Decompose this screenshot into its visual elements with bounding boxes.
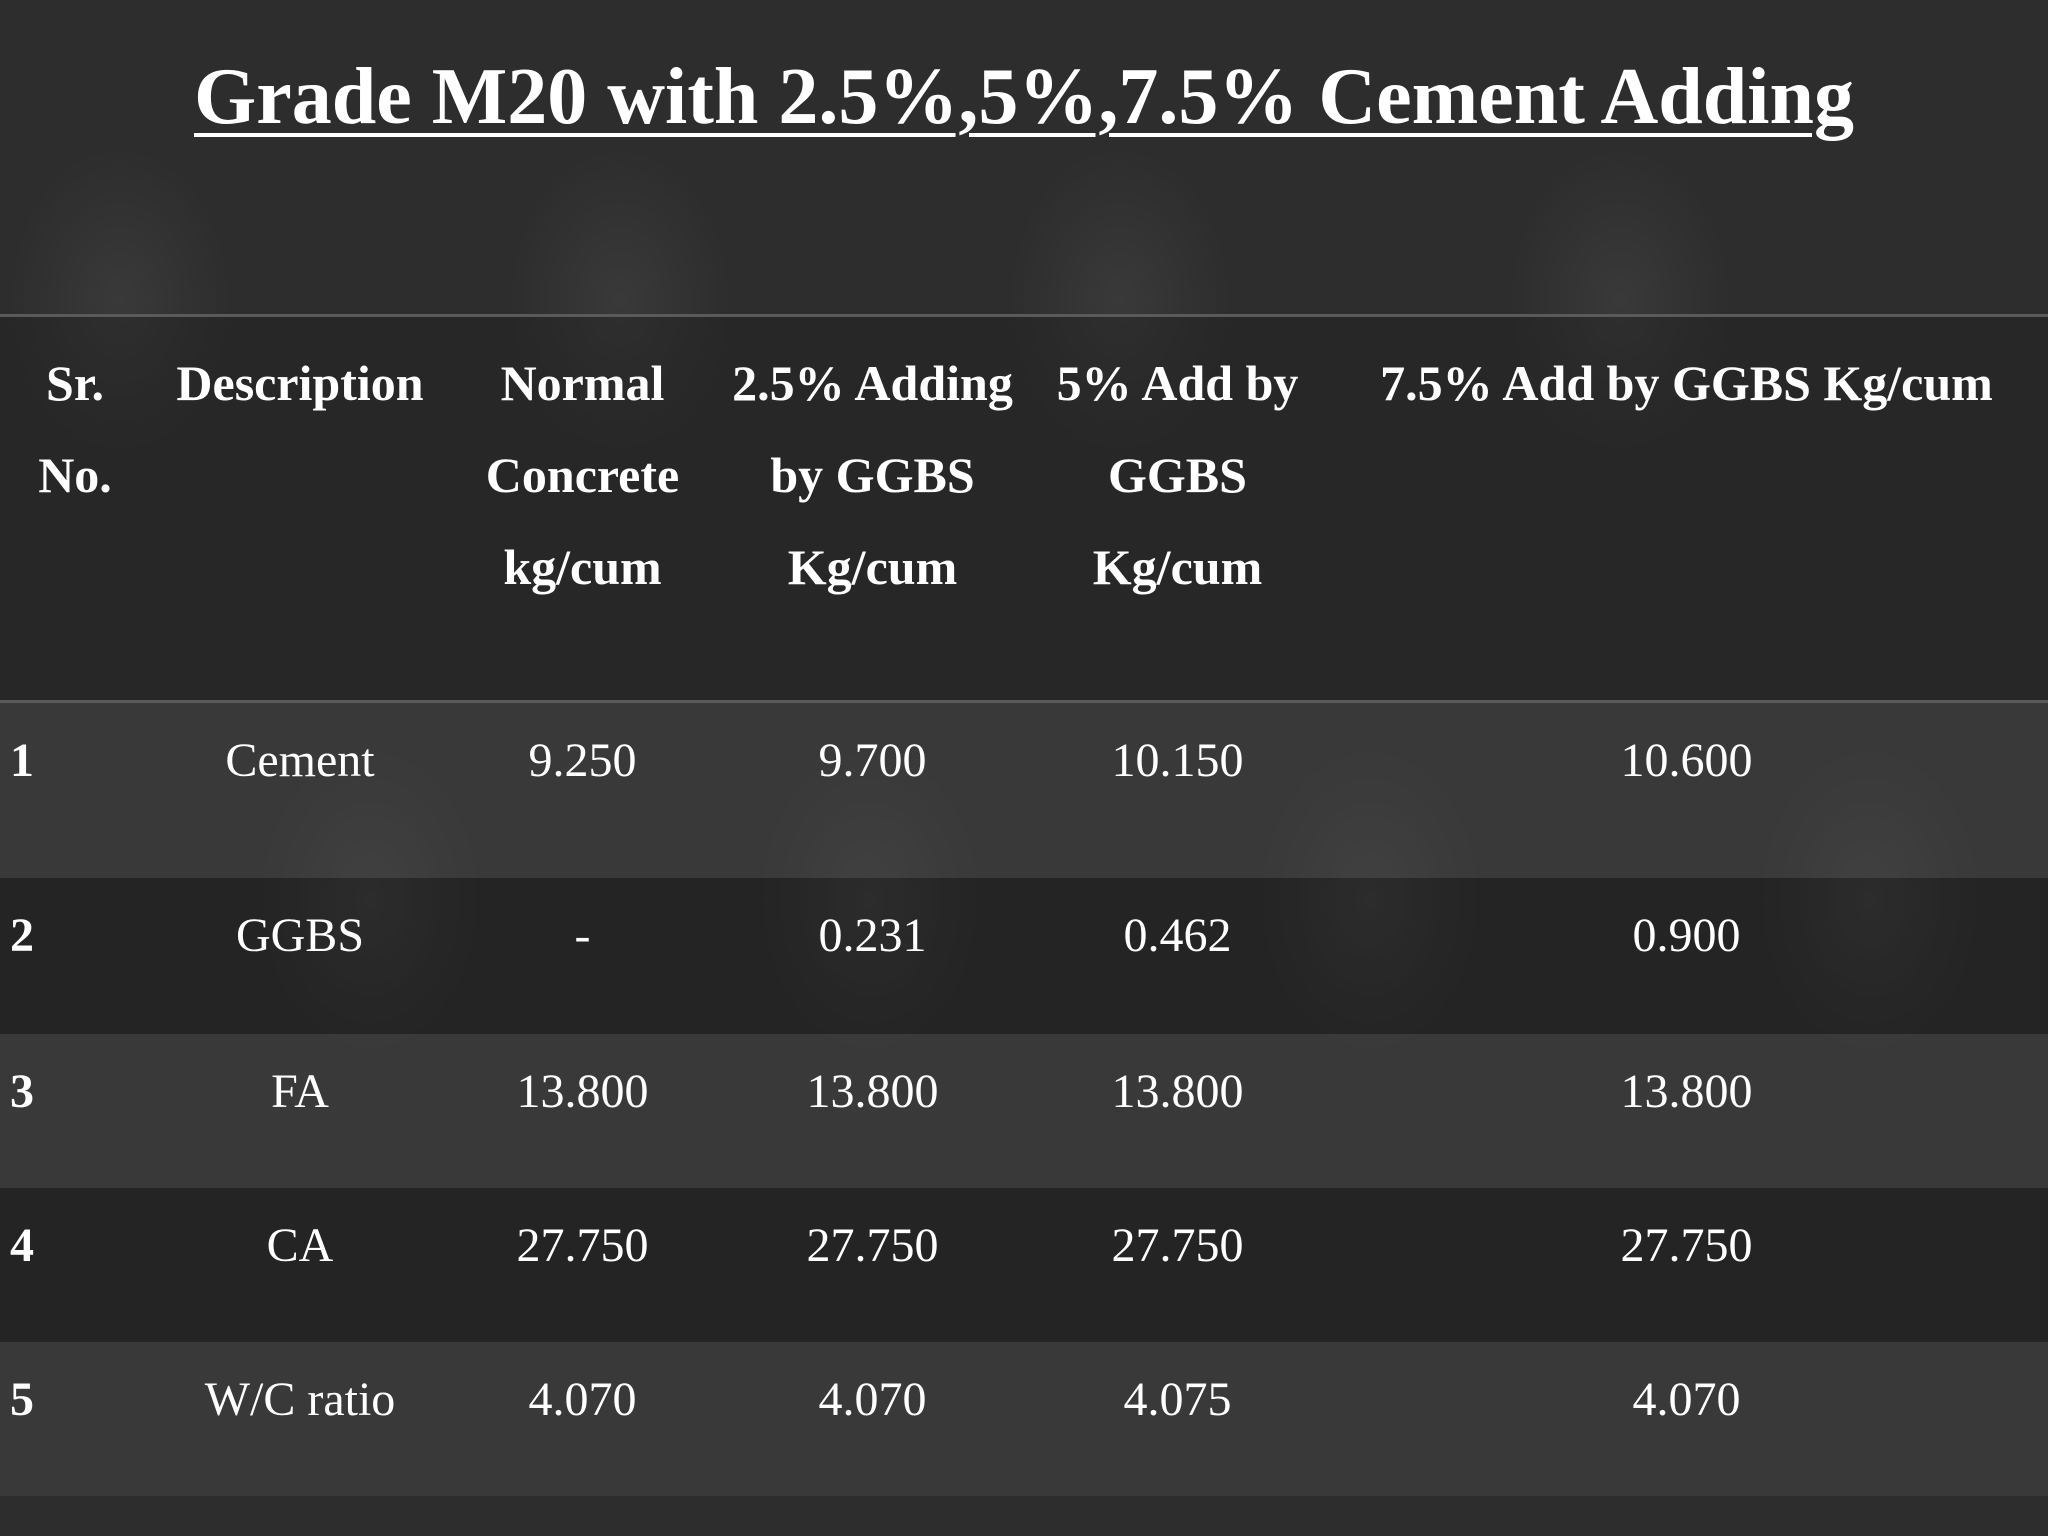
column-header: 7.5% Add by GGBS Kg/cum <box>1325 315 2048 703</box>
table-cell: GGBS <box>150 877 450 1034</box>
table-cell: 3 <box>0 1033 150 1188</box>
table-cell: CA <box>150 1187 450 1342</box>
table-cell: 13.800 <box>450 1033 715 1188</box>
column-header: Sr. No. <box>0 315 150 703</box>
table-cell: 5 <box>0 1341 150 1496</box>
table-cell: 27.750 <box>450 1187 715 1342</box>
table-row: 2 GGBS -0.231 0.462 0.900 <box>0 877 2048 1034</box>
table-cell: FA <box>150 1033 450 1188</box>
table-cell: 4.070 <box>450 1341 715 1496</box>
table-row: 5 W/C ratio 4.070 4.070 4.075 4.070 <box>0 1341 2048 1496</box>
table-cell: 10.600 <box>1325 701 2048 878</box>
table-cell: 4.075 <box>1030 1341 1325 1496</box>
table-cell: 27.750 <box>1325 1187 2048 1342</box>
table-cell: 13.800 <box>715 1033 1030 1188</box>
table-cell: 1 <box>0 701 150 878</box>
table-row: 3 FA 13.800 13.800 13.800 13.800 <box>0 1033 2048 1188</box>
table-cell: 0.462 <box>1030 877 1325 1034</box>
table-cell: 0.231 <box>715 877 1030 1034</box>
slide-title: Grade M20 with 2.5%,5%,7.5% Cement Addin… <box>194 53 1854 141</box>
table-cell: 10.150 <box>1030 701 1325 878</box>
table-cell: 9.700 <box>715 701 1030 878</box>
table-cell: 13.800 <box>1325 1033 2048 1188</box>
table-row: 4 CA 27.750 27.750 27.750 27.750 <box>0 1187 2048 1342</box>
column-header: Description <box>150 315 450 703</box>
data-table: Sr. No. Description Normal Concrete kg/cum… <box>0 314 2048 1496</box>
table-cell: 9.250 <box>450 701 715 878</box>
table-cell: 4.070 <box>1325 1341 2048 1496</box>
header-row: Sr. No. Description Normal Concrete kg/cum… <box>0 315 2048 703</box>
table-cell: 13.800 <box>1030 1033 1325 1188</box>
table-cell: 4.070 <box>715 1341 1030 1496</box>
table-cell: - <box>450 877 715 1034</box>
table-cell: 27.750 <box>715 1187 1030 1342</box>
table-row: 1 Cement 9.250 9.700 10.150 10.600 <box>0 701 2048 878</box>
table-cell: 4 <box>0 1187 150 1342</box>
table-body: 1 Cement 9.250 9.700 10.150 10.600 2 GGBS -0.231… <box>0 701 2048 1496</box>
table-cell: Cement <box>150 701 450 878</box>
column-header: Normal Concrete kg/cum <box>450 315 715 703</box>
column-header: 2.5% Adding by GGBS Kg/cum <box>715 315 1030 703</box>
column-header: 5% Add by GGBS Kg/cum <box>1030 315 1325 703</box>
table-cell: 2 <box>0 877 150 1034</box>
table-cell: 27.750 <box>1030 1187 1325 1342</box>
table-cell: 0.900 <box>1325 877 2048 1034</box>
table-cell: W/C ratio <box>150 1341 450 1496</box>
